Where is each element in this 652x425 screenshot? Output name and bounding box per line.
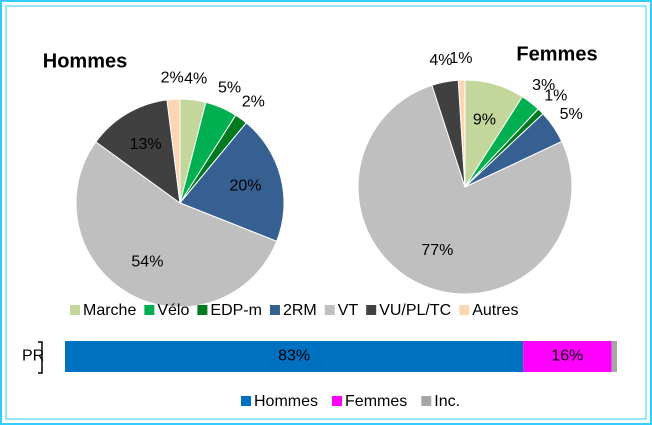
- legend-swatch: [197, 305, 208, 315]
- legend-label: VT: [338, 302, 359, 319]
- slice-label: 20%: [229, 177, 261, 194]
- pie-slice: [95, 99, 181, 205]
- slice-label: 9%: [473, 111, 496, 128]
- legend-label: Autres: [472, 302, 518, 319]
- legend-label: EDP-m: [210, 302, 262, 319]
- slice-label: 13%: [130, 136, 162, 153]
- slice-label: 54%: [131, 253, 163, 270]
- bar-label: 16%: [551, 348, 583, 365]
- legend-label: 2RM: [283, 302, 317, 319]
- legend-swatch: [241, 396, 251, 406]
- slice-label: 1%: [449, 50, 472, 67]
- legend-swatch: [70, 305, 80, 315]
- legend-label: Inc.: [434, 393, 460, 410]
- legend-label: Hommes: [254, 393, 318, 410]
- bracket: [38, 341, 43, 374]
- slice-label: 5%: [560, 106, 583, 123]
- legend-swatch: [421, 396, 432, 406]
- bar-segment: [65, 341, 524, 372]
- slice-label: 4%: [184, 70, 207, 87]
- legend-label: Marche: [83, 302, 136, 319]
- slice-label: 3%: [532, 77, 555, 94]
- slice-label: 77%: [421, 242, 453, 259]
- legend-swatch: [144, 305, 155, 315]
- legend-swatch: [366, 305, 377, 315]
- legend-swatch: [324, 305, 335, 315]
- category-label: PR: [22, 348, 44, 365]
- pie-title: Hommes: [43, 50, 127, 72]
- slice-label: 5%: [218, 80, 241, 97]
- inner-frame: [5, 5, 647, 420]
- legend-label: VU/PL/TC: [379, 302, 451, 319]
- slice-label: 2%: [242, 93, 265, 110]
- pie-slice: [75, 141, 278, 308]
- slice-label: 2%: [161, 70, 184, 87]
- pie-slice: [179, 122, 285, 242]
- pie-slice: [166, 98, 181, 204]
- bar-label: 83%: [278, 348, 310, 365]
- bar-segment: [523, 341, 612, 372]
- pie-slice: [357, 84, 573, 295]
- legend-swatch: [332, 396, 343, 406]
- pie-title: Femmes: [516, 43, 597, 65]
- legend-swatch: [459, 305, 470, 315]
- pie-slice: [457, 79, 466, 188]
- legend-label: Vélo: [157, 302, 189, 319]
- slice-label: 4%: [429, 52, 452, 69]
- bar-segment: [611, 341, 617, 372]
- legend-label: Femmes: [345, 393, 407, 410]
- legend-swatch: [269, 305, 280, 315]
- slice-label: 1%: [544, 87, 567, 104]
